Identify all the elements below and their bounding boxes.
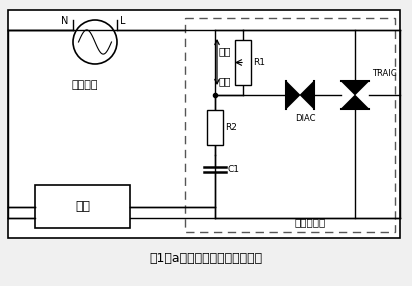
Polygon shape	[286, 81, 300, 109]
Polygon shape	[341, 81, 369, 95]
Text: 交流输入: 交流输入	[72, 80, 98, 90]
Text: 明亮: 明亮	[219, 46, 232, 56]
Text: R2: R2	[225, 123, 237, 132]
Bar	[235, 40, 251, 85]
Bar	[8, 10, 400, 238]
Polygon shape	[341, 95, 369, 109]
Text: TRAIC: TRAIC	[372, 69, 397, 78]
Text: 可控硅调光: 可控硅调光	[295, 217, 325, 227]
Bar	[35, 185, 130, 228]
Text: R1: R1	[253, 58, 265, 67]
Bar	[185, 18, 395, 232]
Polygon shape	[300, 81, 314, 109]
Text: N: N	[61, 16, 68, 26]
Text: C1: C1	[228, 165, 240, 174]
Text: 负载: 负载	[75, 200, 90, 213]
Text: 图1（a）所示为可控硅调光示意: 图1（a）所示为可控硅调光示意	[150, 251, 262, 265]
Text: L: L	[120, 16, 126, 26]
Text: 昏暗: 昏暗	[219, 76, 232, 86]
Bar	[207, 110, 223, 145]
Text: DIAC: DIAC	[295, 114, 316, 123]
